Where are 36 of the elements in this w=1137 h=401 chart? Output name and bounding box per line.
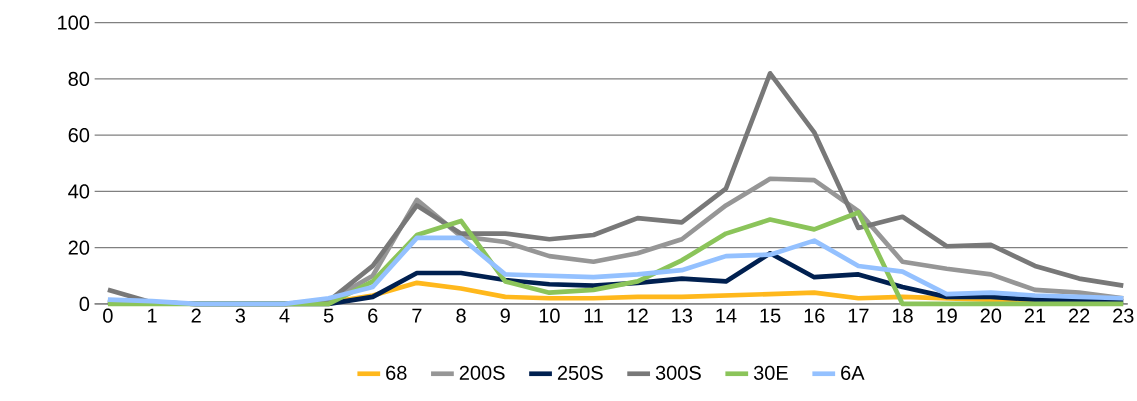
y-tick-label: 60 — [68, 127, 90, 143]
x-tick-label: 4 — [279, 308, 290, 323]
legend-label: 300S — [655, 365, 701, 380]
x-tick-label: 19 — [937, 308, 957, 323]
x-tick-label: 15 — [760, 308, 781, 323]
x-tick-label: 5 — [323, 308, 334, 323]
x-tick-label: 7 — [412, 308, 422, 323]
x-tick-label: 20 — [980, 308, 1002, 323]
y-tick-label: 20 — [68, 240, 90, 255]
x-tick-label: 3 — [235, 308, 246, 323]
x-tick-label: 17 — [848, 308, 869, 323]
x-tick-label: 16 — [804, 308, 825, 323]
legend-label: 250S — [557, 365, 603, 380]
x-tick-label: 22 — [1069, 308, 1090, 323]
x-tick-label: 21 — [1024, 308, 1046, 323]
x-tick-label: 10 — [539, 308, 560, 323]
legend-label: 200S — [459, 365, 505, 380]
x-tick-label: 14 — [716, 308, 737, 323]
y-tick-label: 40 — [68, 184, 90, 199]
x-tick-label: 23 — [1113, 308, 1134, 323]
x-tick-label: 12 — [628, 308, 648, 323]
legend-label: 30E — [753, 365, 788, 380]
y-tick-label: 100 — [58, 15, 90, 30]
y-tick-label: 0 — [79, 296, 90, 311]
x-tick-label: 0 — [103, 308, 113, 323]
x-tick-label: 2 — [191, 308, 201, 323]
x-tick-label: 11 — [584, 308, 603, 323]
x-tick-label: 6 — [368, 308, 378, 323]
legend-label: 68 — [386, 365, 407, 380]
x-tick-label: 9 — [500, 308, 510, 323]
x-tick-label: 13 — [672, 308, 693, 323]
x-tick-label: 8 — [456, 308, 466, 323]
y-tick-label: 80 — [68, 71, 90, 86]
x-tick-label: 18 — [892, 308, 913, 323]
legend-label: 6A — [841, 365, 865, 380]
x-tick-label: 1 — [148, 308, 157, 323]
